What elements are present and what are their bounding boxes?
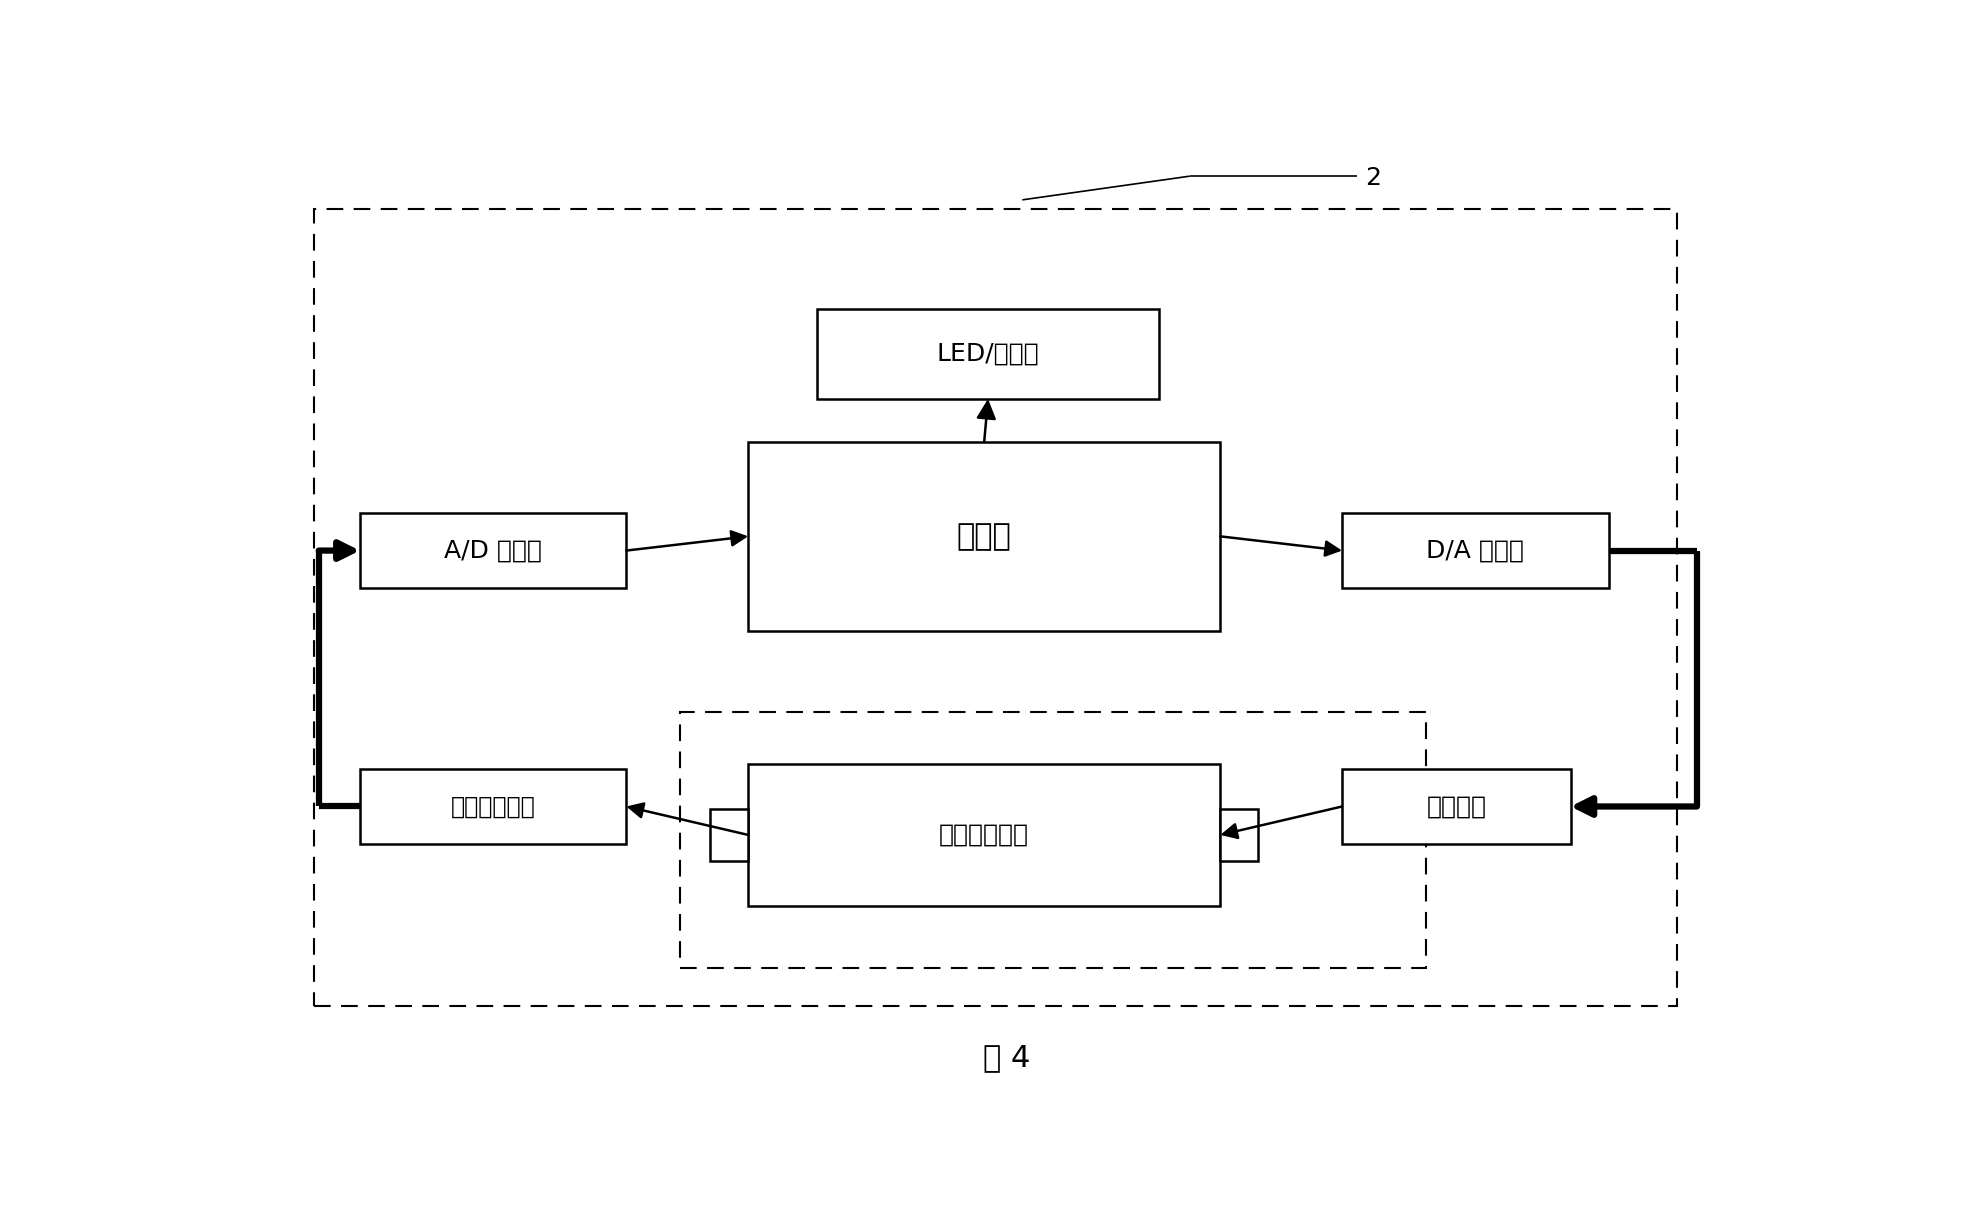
Bar <box>748 442 1220 632</box>
Text: 驱动电路: 驱动电路 <box>1426 794 1485 819</box>
Bar <box>359 768 627 844</box>
Bar <box>748 763 1220 906</box>
Text: 2: 2 <box>1365 166 1381 190</box>
Bar <box>359 512 627 588</box>
Bar <box>314 209 1675 1006</box>
Text: LED/显示器: LED/显示器 <box>937 342 1039 366</box>
Bar <box>1220 809 1257 860</box>
Text: 单片机: 单片机 <box>956 522 1011 550</box>
Text: D/A 转换器: D/A 转换器 <box>1426 539 1524 563</box>
Bar <box>1341 512 1609 588</box>
Text: A/D 转换器: A/D 转换器 <box>444 539 542 563</box>
Bar <box>680 712 1426 968</box>
Bar <box>1341 768 1569 844</box>
Text: 图 4: 图 4 <box>982 1043 1031 1072</box>
Bar <box>817 309 1159 399</box>
Bar <box>709 809 748 860</box>
Text: 芯片固定装置: 芯片固定装置 <box>939 824 1029 847</box>
Text: 多路模拟开关: 多路模拟开关 <box>450 794 536 819</box>
